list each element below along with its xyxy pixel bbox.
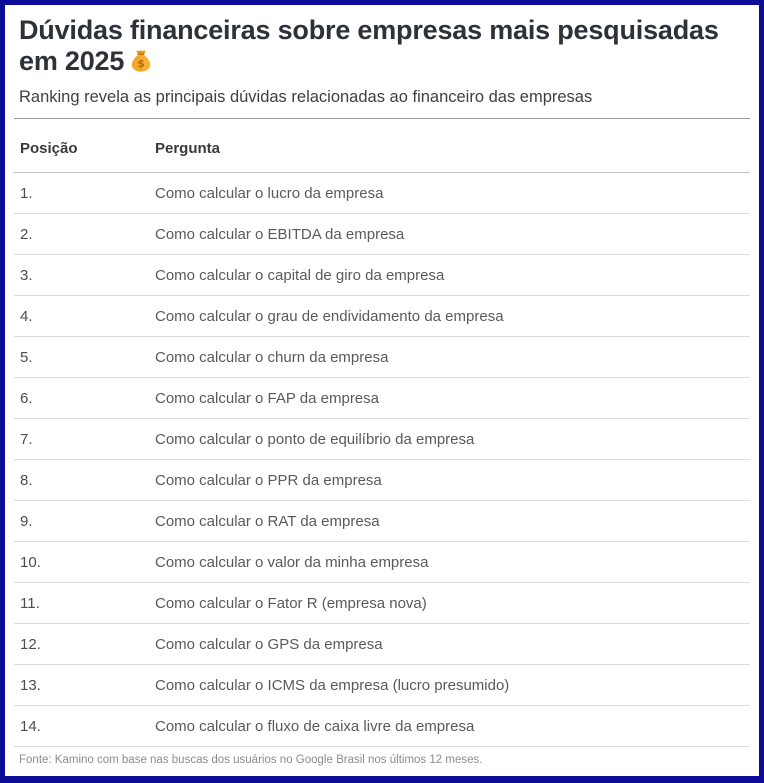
column-header-posicao: Posição xyxy=(20,140,78,157)
position-cell: 5. xyxy=(20,348,33,366)
position-cell: 2. xyxy=(20,225,33,243)
table-row: 1. Como calcular o lucro da empresa xyxy=(14,173,750,214)
question-cell: Como calcular o RAT da empresa xyxy=(155,512,380,530)
table-row: 8. Como calcular o PPR da empresa xyxy=(14,460,750,501)
position-cell: 14. xyxy=(20,717,41,735)
position-cell: 6. xyxy=(20,389,33,407)
page-title: Dúvidas financeiras sobre empresas mais … xyxy=(14,15,750,77)
question-cell: Como calcular o FAP da empresa xyxy=(155,389,379,407)
table-row: 13. Como calcular o ICMS da empresa (luc… xyxy=(14,665,750,706)
table-row: 10. Como calcular o valor da minha empre… xyxy=(14,542,750,583)
question-cell: Como calcular o capital de giro da empre… xyxy=(155,266,445,284)
ranking-table: Posição Pergunta 1. Como calcular o lucr… xyxy=(14,119,750,747)
position-cell: 12. xyxy=(20,635,41,653)
question-cell: Como calcular o ICMS da empresa (lucro p… xyxy=(155,676,510,694)
position-cell: 11. xyxy=(20,594,40,612)
table-row: 4. Como calcular o grau de endividamento… xyxy=(14,296,750,337)
question-cell: Como calcular o PPR da empresa xyxy=(155,471,382,489)
question-cell: Como calcular o valor da minha empresa xyxy=(155,553,429,571)
question-cell: Como calcular o Fator R (empresa nova) xyxy=(155,594,427,612)
position-cell: 7. xyxy=(20,430,33,448)
question-cell: Como calcular o lucro da empresa xyxy=(155,184,384,202)
column-header-pergunta: Pergunta xyxy=(155,140,221,157)
source-note: Fonte: Kamino com base nas buscas dos us… xyxy=(19,754,483,766)
question-cell: Como calcular o ponto de equilíbrio da e… xyxy=(155,430,475,448)
table-row: 6. Como calcular o FAP da empresa xyxy=(14,378,750,419)
header-divider xyxy=(14,118,750,119)
question-cell: Como calcular o churn da empresa xyxy=(155,348,389,366)
table-row: 2. Como calcular o EBITDA da empresa xyxy=(14,214,750,255)
table-row: 9. Como calcular o RAT da empresa xyxy=(14,501,750,542)
money-bag-icon: $ xyxy=(132,50,151,72)
table-row: 11. Como calcular o Fator R (empresa nov… xyxy=(14,583,750,624)
question-cell: Como calcular o GPS da empresa xyxy=(155,635,383,653)
svg-text:$: $ xyxy=(138,58,145,70)
position-cell: 1. xyxy=(20,184,33,202)
table-row: 12. Como calcular o GPS da empresa xyxy=(14,624,750,665)
question-cell: Como calcular o grau de endividamento da… xyxy=(155,307,504,325)
table-body: 1. Como calcular o lucro da empresa 2. C… xyxy=(14,173,750,747)
position-cell: 13. xyxy=(20,676,41,694)
position-cell: 8. xyxy=(20,471,33,489)
table-header-row: Posição Pergunta xyxy=(14,119,750,173)
question-cell: Como calcular o fluxo de caixa livre da … xyxy=(155,717,475,735)
page-title-text: Dúvidas financeiras sobre empresas mais … xyxy=(19,15,719,76)
question-cell: Como calcular o EBITDA da empresa xyxy=(155,225,405,243)
subtitle: Ranking revela as principais dúvidas rel… xyxy=(19,88,593,106)
position-cell: 10. xyxy=(20,553,41,571)
card-content: Dúvidas financeiras sobre empresas mais … xyxy=(5,5,759,766)
position-cell: 9. xyxy=(20,512,33,530)
table-row: 3. Como calcular o capital de giro da em… xyxy=(14,255,750,296)
position-cell: 3. xyxy=(20,266,33,284)
table-row: 14. Como calcular o fluxo de caixa livre… xyxy=(14,706,750,747)
position-cell: 4. xyxy=(20,307,33,325)
table-row: 7. Como calcular o ponto de equilíbrio d… xyxy=(14,419,750,460)
table-row: 5. Como calcular o churn da empresa xyxy=(14,337,750,378)
